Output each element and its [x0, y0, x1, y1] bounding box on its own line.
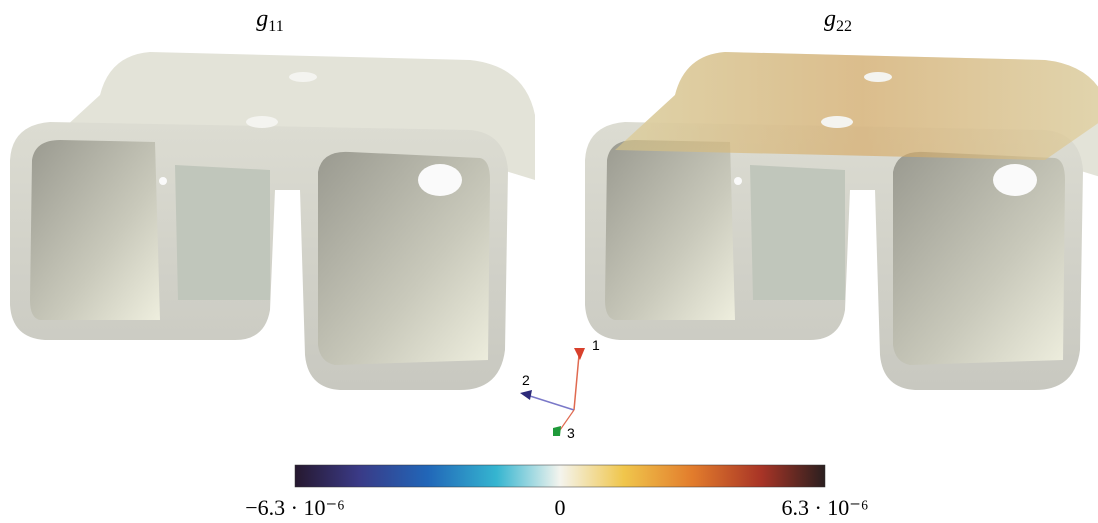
colorbar-tick-label: −6.3 · 10⁻⁶ — [245, 495, 345, 520]
colorbar-tick-label: 6.3 · 10⁻⁶ — [781, 495, 868, 520]
colorbar-tick-label: 0 — [555, 495, 566, 520]
colorbar — [295, 465, 825, 487]
left-part — [10, 52, 535, 390]
axis-label: 3 — [567, 425, 575, 441]
right-part — [585, 52, 1098, 390]
figure: g11 g22 1 2 3 −6.3 · 10⁻⁶ 0 6.3 · 10⁻⁶ — [0, 0, 1098, 523]
panel-title: g11 — [256, 6, 283, 35]
axis-label: 2 — [522, 372, 530, 388]
panel-title: g22 — [824, 6, 852, 35]
axis-triad: 1 2 3 — [520, 337, 600, 441]
axis-label: 1 — [592, 337, 600, 353]
